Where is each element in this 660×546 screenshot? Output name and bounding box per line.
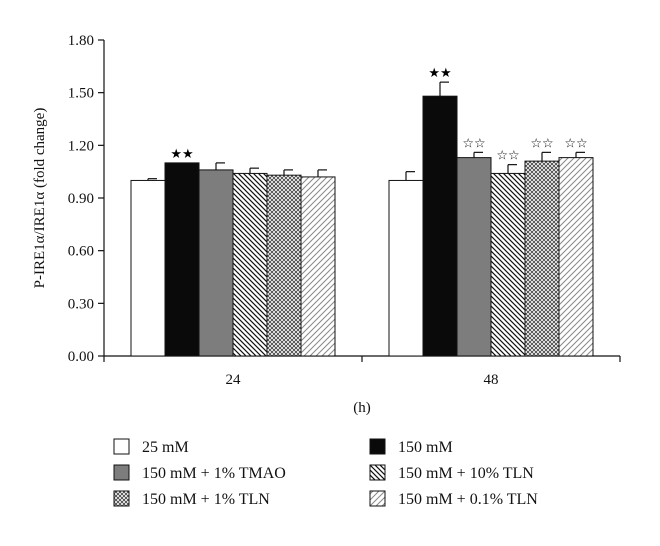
bar: [558, 157, 594, 357]
y-tick-label: 0.60: [68, 244, 94, 260]
legend-swatch: [113, 490, 130, 507]
significance-marker: ☆☆: [462, 136, 485, 151]
legend-label: 150 mM + 1% TMAO: [142, 465, 286, 482]
bar: [456, 157, 492, 357]
significance-marker: ☆☆: [564, 136, 587, 151]
significance-marker: ★★: [170, 147, 193, 162]
legend-label: 150 mM + 10% TLN: [398, 465, 534, 482]
legend-label: 150 mM + 1% TLN: [142, 491, 270, 508]
legend-label: 25 mM: [142, 439, 189, 456]
legend-label: 150 mM + 0.1% TLN: [398, 491, 538, 508]
legend-swatch: [369, 464, 386, 481]
bar: [266, 174, 302, 357]
bar: [524, 160, 560, 357]
bar: [490, 172, 526, 357]
y-tick-label: 0.00: [68, 349, 94, 365]
bar: [232, 172, 268, 357]
legend-swatch: [113, 438, 130, 455]
significance-marker: ☆☆: [496, 149, 519, 164]
significance-marker: ☆☆: [530, 136, 553, 151]
bar: [130, 179, 166, 357]
legend: 25 mM 150 mM 150 mM + 1% TMAO 150 mM + 10% …: [113, 438, 538, 508]
y-tick-label: 1.80: [68, 33, 94, 49]
y-tick-label: 1.20: [68, 138, 94, 154]
y-tick-label: 1.50: [68, 86, 94, 102]
y-tick-label: 0.90: [68, 191, 94, 207]
bar: [422, 95, 458, 357]
bar: [388, 179, 424, 357]
bars: ★★ ★★ ☆☆ ☆☆ ☆☆ ☆☆: [130, 66, 594, 357]
x-tick-label: 48: [484, 372, 499, 388]
legend-swatch: [369, 490, 386, 507]
legend-swatch: [113, 464, 130, 481]
axes: 0.00 0.30 0.60 0.90 1.20 1.50 1.80 P-IRE1α/IRE1…: [32, 33, 621, 416]
x-axis-label: (h): [353, 400, 371, 416]
bar: [164, 162, 200, 357]
y-tick-label: 0.30: [68, 296, 94, 312]
legend-swatch: [369, 438, 386, 455]
legend-label: 150 mM: [398, 439, 453, 456]
x-tick-label: 24: [226, 372, 242, 388]
bar: [198, 169, 234, 357]
y-axis-label: P-IRE1α/IRE1α (fold change): [32, 108, 48, 289]
significance-marker: ★★: [428, 66, 451, 81]
bar: [300, 176, 336, 357]
